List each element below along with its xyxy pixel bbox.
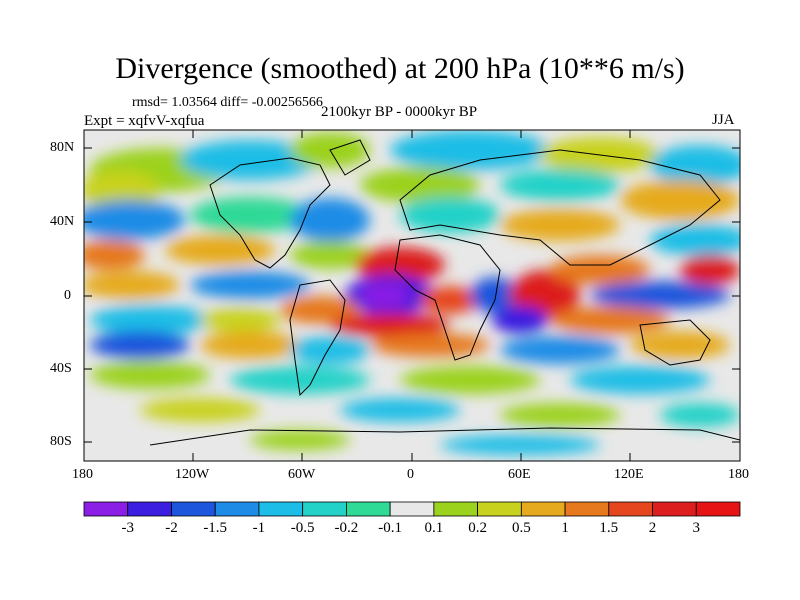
colorbar-label: -2: [165, 520, 178, 536]
map-title: Divergence (smoothed) at 200 hPa (10**6 …: [115, 52, 685, 85]
contour-field: [84, 130, 740, 461]
colorbar-swatch: [345, 501, 391, 517]
colorbar-swatch: [302, 501, 347, 517]
colorbar-swatch: [520, 501, 566, 517]
colorbar-swatch: [214, 501, 260, 517]
colorbar-swatch: [608, 501, 653, 517]
colorbar-swatch: [258, 501, 304, 517]
colorbar-label: 1.5: [599, 520, 619, 536]
period-label: 2100kyr BP - 0000kyr BP: [321, 104, 478, 120]
colorbar-label: 0.5: [511, 520, 531, 536]
lon-label-0: 0: [407, 467, 414, 482]
colorbar-swatch: [564, 501, 610, 517]
lon-label-180e: 180: [728, 467, 749, 482]
colorbar-swatch: [83, 501, 129, 517]
lat-label-0: 0: [64, 288, 71, 303]
season-label: JJA: [712, 112, 735, 128]
colorbar-label: -1.5: [203, 520, 228, 536]
antarctica-outline: [149, 427, 740, 446]
lon-label-60e: 60E: [508, 467, 531, 482]
colorbar-label: -0.2: [334, 520, 359, 536]
lat-label-80n: 80N: [50, 140, 75, 155]
colorbar-swatch: [695, 501, 741, 517]
colorbar-swatch: [389, 501, 435, 517]
colorbar-label: -0.1: [378, 520, 402, 536]
lon-label-120e: 120E: [614, 467, 644, 482]
colorbar-label: 2: [648, 520, 657, 536]
coastlines: [149, 139, 740, 446]
lon-label-60w: 60W: [288, 467, 316, 482]
colorbar-label: 1: [561, 520, 569, 536]
colorbar-swatch: [171, 501, 216, 517]
lon-label-180w: 180: [72, 467, 93, 482]
lat-label-80s: 80S: [50, 434, 72, 449]
colorbar-swatch: [652, 501, 697, 517]
colorbar-label: -1: [252, 520, 266, 536]
greenland-outline: [329, 139, 371, 176]
colorbar-label: 0.2: [468, 520, 487, 536]
lon-ticks: [192, 130, 631, 461]
experiment-label: Expt = xqfvV-xqfua: [84, 113, 205, 129]
africa-outline: [394, 234, 501, 361]
eurasia-outline: [399, 149, 721, 266]
stats-text: rmsd= 1.03564 diff= -0.00256566: [132, 95, 323, 110]
lon-label-120w: 120W: [175, 467, 210, 482]
colorbar: [83, 501, 741, 517]
north-america-outline: [209, 157, 331, 269]
colorbar-swatch: [433, 501, 479, 517]
australia-outline: [639, 319, 711, 366]
colorbar-swatch: [477, 501, 522, 517]
lat-ticks: [84, 147, 740, 443]
lat-label-40s: 40S: [50, 361, 72, 376]
colorbar-label: 0.1: [424, 520, 444, 536]
smoothed-blobs: [84, 130, 740, 455]
colorbar-swatch: [127, 501, 172, 517]
colorbar-label: 3: [692, 520, 701, 536]
colorbar-label: -0.5: [290, 520, 315, 536]
south-america-outline: [289, 279, 346, 397]
lat-label-40n: 40N: [50, 214, 75, 229]
colorbar-label: -3: [121, 520, 134, 536]
